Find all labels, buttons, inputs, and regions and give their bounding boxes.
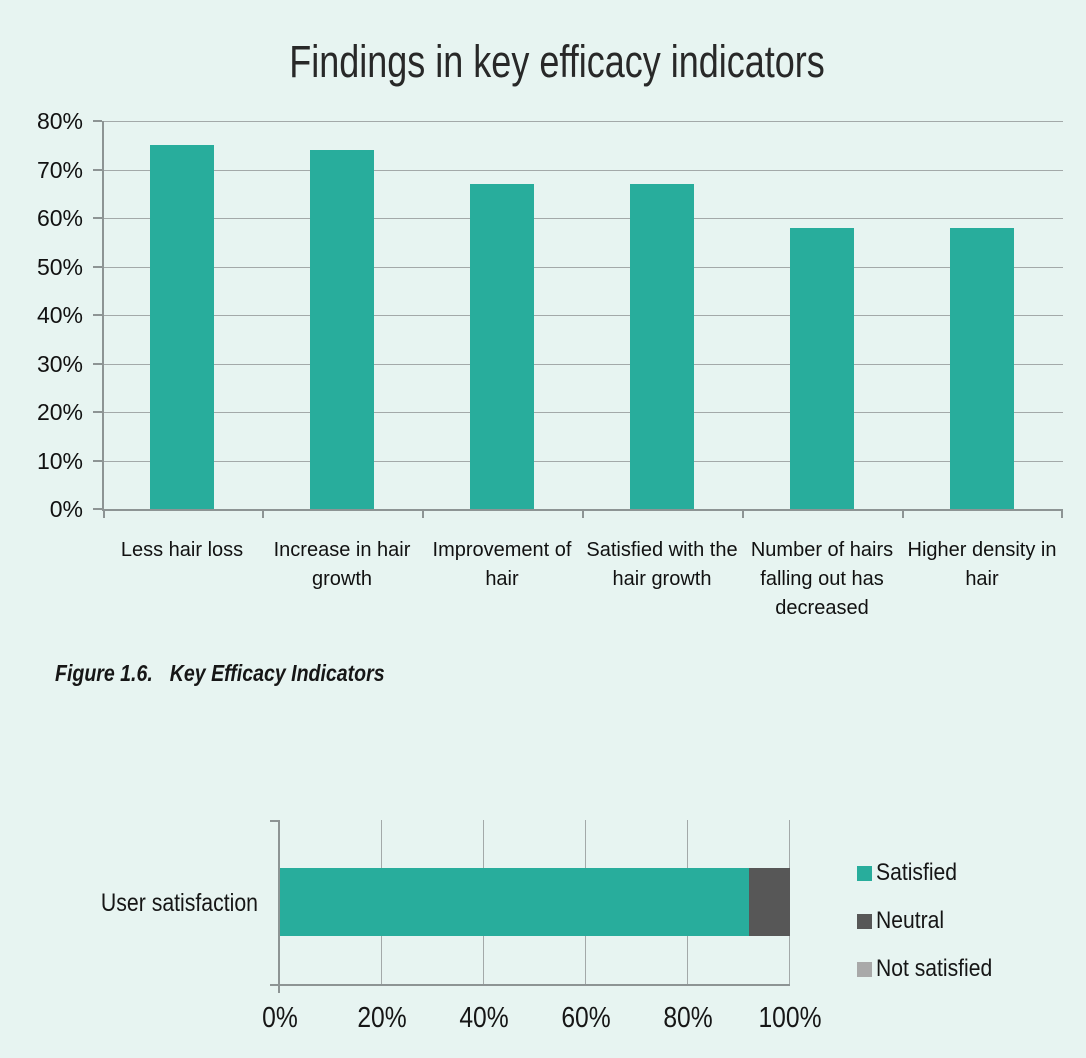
y-tick-label: 80% [36,108,83,134]
y-axis-line [278,820,280,993]
figure-caption-text: Key Efficacy Indicators [169,660,385,686]
category-tick-label: Satisfied with the hair growth [586,539,738,590]
x-axis-tick [902,509,904,518]
y-tick-label: 10% [36,447,83,474]
x-axis-tick [422,509,424,518]
y-axis-tick [93,362,102,365]
y-axis-tick [93,411,102,413]
x-tick-label: 20% [357,1002,407,1034]
category-tick-label: Improvement of hair [432,539,572,590]
y-tick-label: 60% [36,205,83,231]
legend-swatch [857,913,872,929]
gridline [104,121,1063,122]
stacked-bar-plot-area [270,820,790,993]
category-tick-label: Number of hairs falling out has decrease… [750,539,894,619]
figure-number: Figure 1.6. [55,660,153,686]
bar [790,228,854,509]
y-axis-tick [93,265,102,268]
bar-segment-satisfied [280,868,749,936]
axis-tick [270,820,278,822]
bar-segment-neutral [749,868,790,936]
x-axis-tick [1061,509,1063,518]
y-tick-label: 40% [36,302,83,328]
x-tick-label: 60% [561,1002,611,1034]
x-tick-label: 100% [758,1002,822,1034]
legend-swatch [857,961,872,977]
y-tick-label: 70% [36,156,83,183]
y-tick-label: 30% [36,350,83,377]
legend-item: Neutral [857,906,953,936]
category-label: User satisfaction [100,889,258,917]
y-axis-tick [93,459,102,462]
gridline [104,460,1063,462]
chart-title: Findings in key efficacy indicators [289,36,825,87]
bar-chart-plot-area: 0% 10% 20% 30% 40% 50% 60% 70% 80% [37,108,1063,522]
bar [470,184,534,509]
y-axis-tick [93,314,102,316]
x-axis-tick [742,509,744,518]
y-tick-label: 0% [49,496,83,522]
x-axis-tick [582,509,584,518]
gridline [104,218,1063,219]
bar [950,228,1014,509]
x-axis-tick [262,509,264,518]
gridline [104,169,1063,171]
y-tick-label: 50% [36,253,83,280]
x-tick-label: 80% [663,1002,713,1034]
legend-label: Neutral [876,907,945,934]
legend-label: Satisfied [876,859,958,886]
figure-caption: Figure 1.6. Key Efficacy Indicators [55,660,385,687]
legend-item: Satisfied [857,858,968,888]
y-axis-tick [93,508,102,510]
x-axis-tick [103,509,105,518]
gridline [104,315,1063,316]
y-axis-tick [93,120,102,122]
category-tick-label: Less hair loss [120,539,244,561]
bar [150,145,214,509]
legend-label: Not satisfied [876,955,993,982]
x-axis-line [270,984,790,986]
legend-item: Not satisfied [857,954,1008,984]
y-tick-label: 20% [36,399,83,425]
y-axis-tick [93,168,102,171]
x-tick-label: 0% [262,1002,298,1034]
x-tick-label: 40% [459,1002,509,1034]
y-axis-tick [93,217,102,219]
gridline [104,412,1063,413]
category-tick-label: Higher density in hair [907,539,1057,590]
legend-swatch [857,865,872,881]
bar [630,184,694,509]
category-tick-label: Increase in hair growth [273,539,411,590]
gridline [104,266,1063,268]
bar [310,150,374,509]
gridline [104,363,1063,365]
